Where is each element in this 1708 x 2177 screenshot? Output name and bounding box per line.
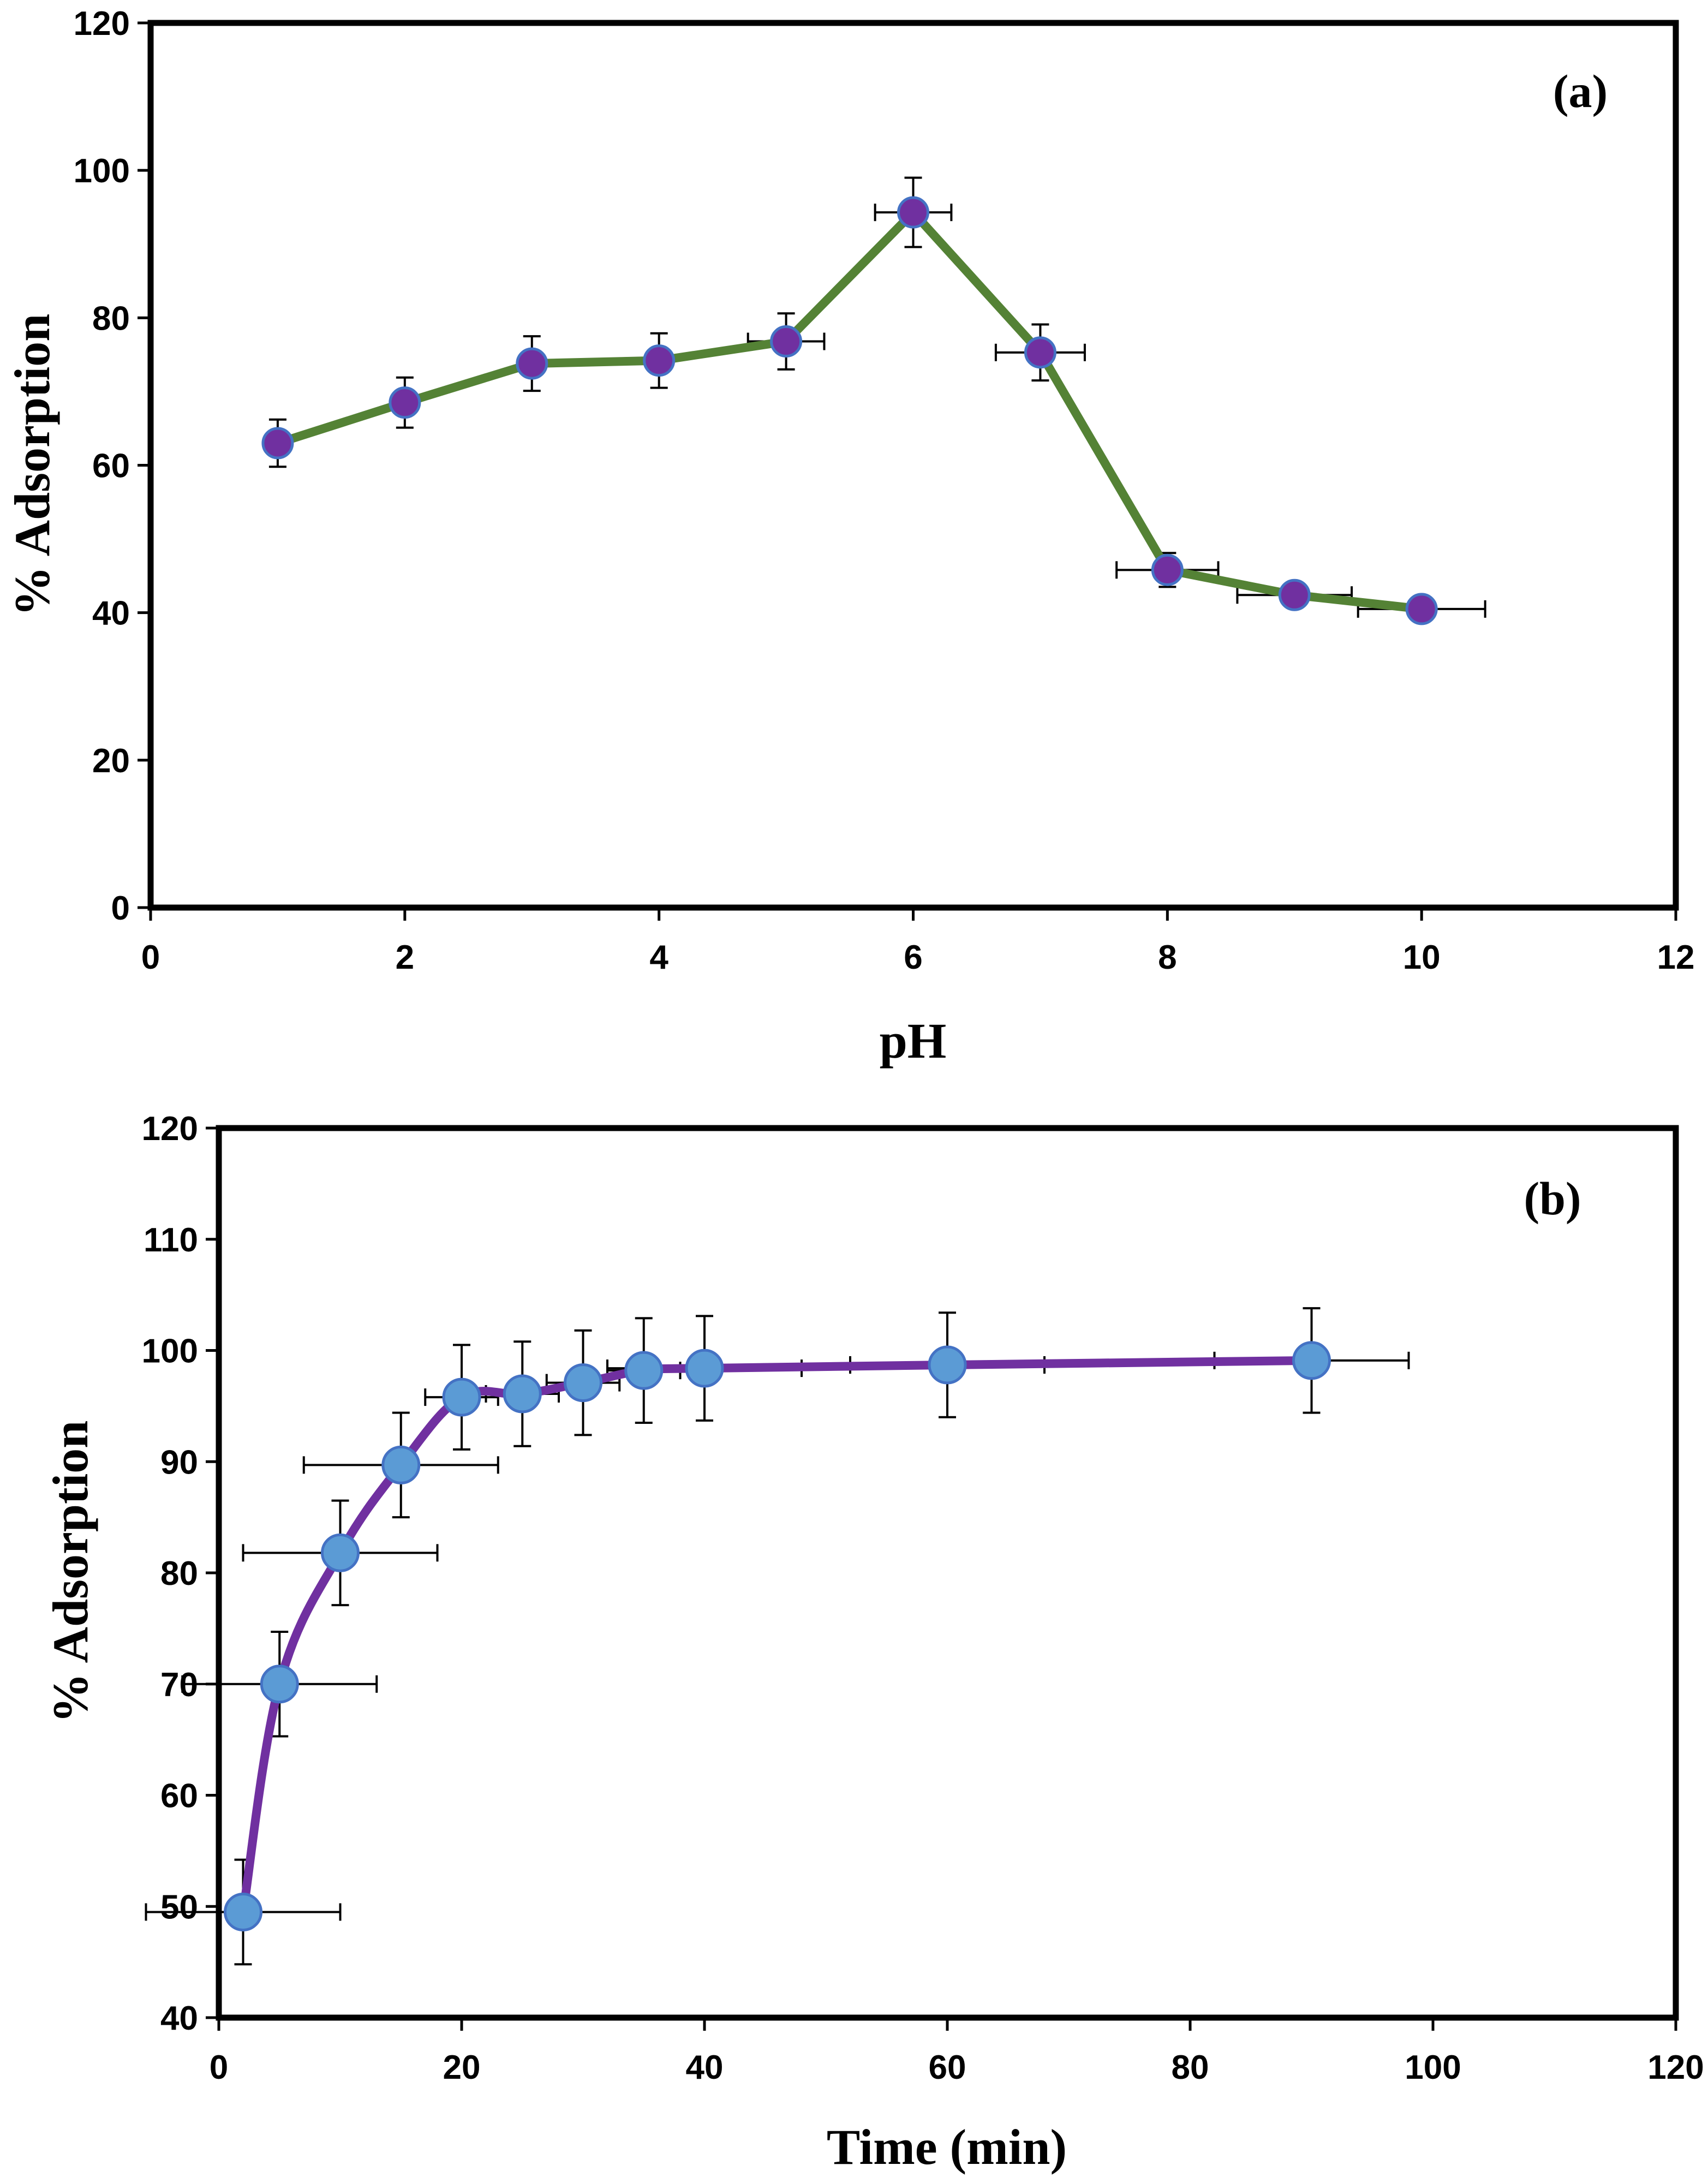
data-point-b-9 [928,1345,967,1385]
data-point-a-7 [1151,553,1184,586]
data-point-b-2 [321,1533,360,1572]
x-axis-title-a: pH [880,1013,947,1069]
data-point-b-6 [564,1363,602,1403]
y-tick-label-a-60: 60 [92,448,130,485]
y-tick-label-b-110: 110 [144,1221,198,1259]
x-tick-label-a-4: 4 [649,939,668,976]
x-tick-label-a-0: 0 [141,939,160,976]
data-point-a-2 [516,347,548,380]
data-point-b-0 [224,1892,262,1931]
x-tick-label-a-8: 8 [1158,939,1177,976]
series-line-b [238,1356,1316,1917]
y-tick-label-b-50: 50 [160,1888,198,1926]
x-tick-label-b-20: 20 [443,2049,481,2086]
series-line-a [273,208,1426,613]
data-point-b-10 [1292,1341,1331,1380]
data-point-a-8 [1278,578,1311,611]
y-tick-label-a-20: 20 [92,742,130,780]
data-point-a-1 [389,386,421,419]
x-tick-label-b-40: 40 [686,2049,724,2086]
y-tick-label-a-120: 120 [74,5,130,43]
y-tick-label-b-60: 60 [160,1778,198,1815]
data-point-b-3 [381,1445,421,1484]
x-tick-label-a-10: 10 [1403,939,1441,976]
y-tick-label-a-0: 0 [111,890,130,927]
y-axis-title-a: % Adsorption [4,314,60,617]
data-point-b-1 [260,1665,299,1704]
plot-area-border-a [147,20,1679,911]
plot-area-border-b [216,1125,1679,2021]
data-point-b-4 [442,1377,481,1417]
series-line-b-0 [238,1356,1316,1917]
data-points-a [261,196,1438,625]
x-tick-label-b-0: 0 [210,2049,228,2086]
x-tick-label-b-120: 120 [1647,2049,1704,2086]
y-tick-label-b-100: 100 [142,1333,198,1370]
data-point-a-6 [1024,336,1056,369]
data-point-b-8 [685,1349,724,1388]
x-axis-title-b: Time (min) [827,2119,1067,2175]
data-points-b [224,1341,1331,1931]
y-tick-label-b-40: 40 [160,2000,198,2037]
x-tick-label-b-60: 60 [929,2049,966,2086]
x-tick-label-a-2: 2 [396,939,414,976]
y-tick-label-b-120: 120 [142,1110,198,1148]
y-tick-label-a-80: 80 [92,300,130,337]
x-tick-label-b-80: 80 [1172,2049,1209,2086]
series-line-a-0 [273,208,1426,613]
data-point-b-7 [624,1351,664,1390]
panel-label-b: (b) [1524,1172,1581,1225]
x-tick-label-a-12: 12 [1657,939,1695,976]
data-point-a-0 [261,427,294,460]
data-point-a-9 [1405,593,1438,625]
data-point-a-5 [897,196,929,229]
data-point-b-5 [503,1374,542,1413]
y-tick-label-a-100: 100 [74,152,130,190]
y-tick-label-a-40: 40 [92,595,130,633]
x-tick-label-b-100: 100 [1405,2049,1461,2086]
panel-label-a: (a) [1553,65,1608,117]
y-axis-title-b: % Adsorption [43,1421,98,1723]
error-bars-b [145,1307,1410,1966]
x-tick-label-a-6: 6 [904,939,922,976]
y-tick-label-b-80: 80 [160,1555,198,1593]
data-point-a-4 [770,325,803,358]
data-point-a-3 [643,344,676,377]
y-tick-label-b-90: 90 [160,1444,198,1481]
